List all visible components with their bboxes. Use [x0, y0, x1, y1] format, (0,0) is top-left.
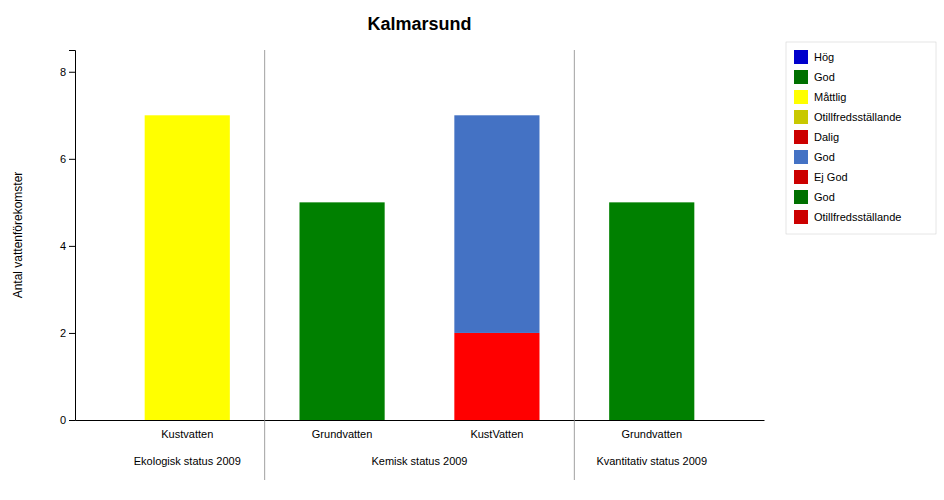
legend-label: Otillfredsställande	[814, 211, 901, 223]
x-tick-label: Grundvatten	[312, 428, 373, 440]
category-groups: Ekologisk status 2009 Kemisk status 2009 K…	[134, 50, 707, 480]
legend-swatch	[794, 150, 808, 164]
group-label: Kvantitativ status 2009	[596, 455, 707, 467]
legend-frame	[786, 42, 936, 234]
legend-item: God	[794, 70, 835, 84]
legend-label: God	[814, 71, 835, 83]
legend-swatch	[794, 130, 808, 144]
legend-label: Måttlig	[814, 91, 846, 103]
y-axis: 0 2 4 6 8	[60, 51, 76, 427]
y-tick: 8	[60, 66, 75, 78]
bar	[454, 115, 539, 333]
y-tick-label: 6	[60, 153, 66, 165]
x-axis-line	[76, 420, 765, 421]
legend-swatch	[794, 170, 808, 184]
legend-label: God	[814, 191, 835, 203]
y-tick: 6	[60, 153, 75, 165]
y-tick-mark	[69, 72, 75, 73]
legend-swatch	[794, 210, 808, 224]
group-divider	[574, 50, 575, 480]
y-axis-title: Antal vattenförekomster	[11, 172, 25, 299]
x-tick: Grundvatten	[312, 420, 373, 440]
x-tick: Kustvatten	[161, 420, 213, 440]
y-tick-mark	[69, 159, 75, 160]
bar	[300, 202, 385, 420]
y-tick: 0	[60, 414, 75, 426]
legend-label: God	[814, 151, 835, 163]
legend-item: Måttlig	[794, 90, 846, 104]
x-axis: Kustvatten Grundvatten KustVatten Grundvatt…	[76, 420, 765, 440]
y-axis-line	[69, 51, 76, 421]
y-tick-label: 4	[60, 240, 66, 252]
legend: Hög God Måttlig Otillfredsställande Dalig God…	[786, 42, 936, 234]
y-tick-mark	[69, 333, 75, 334]
plot: 0 2 4 6 8 Kustvatten Grundvatten KustVatten Grun…	[60, 50, 765, 480]
group-label: Kemisk status 2009	[372, 455, 468, 467]
legend-swatch	[794, 70, 808, 84]
x-tick: KustVatten	[470, 420, 523, 440]
y-tick-mark	[69, 246, 75, 247]
legend-label: Otillfredsställande	[814, 111, 901, 123]
bar	[454, 333, 539, 420]
legend-item: God	[794, 190, 835, 204]
legend-label: Hög	[814, 51, 834, 63]
y-tick: 4	[60, 240, 75, 252]
y-tick: 2	[60, 327, 75, 339]
legend-swatch	[794, 110, 808, 124]
chart: 0 2 4 6 8 Kustvatten Grundvatten KustVatten Grun…	[0, 0, 944, 500]
title: Kalmarsund	[367, 14, 471, 34]
legend-item: Dalig	[794, 130, 839, 144]
legend-label: Ej God	[814, 171, 848, 183]
y-tick-label: 2	[60, 327, 66, 339]
legend-item: Hög	[794, 50, 834, 64]
bar	[609, 202, 694, 420]
x-tick-label: KustVatten	[470, 428, 523, 440]
x-tick-label: Grundvatten	[621, 428, 682, 440]
y-tick-mark	[69, 420, 75, 421]
y-tick-label: 8	[60, 66, 66, 78]
bar	[145, 115, 230, 420]
legend-label: Dalig	[814, 131, 839, 143]
group-label: Ekologisk status 2009	[134, 455, 241, 467]
x-tick-label: Kustvatten	[161, 428, 213, 440]
legend-swatch	[794, 190, 808, 204]
bars	[145, 115, 695, 420]
legend-swatch	[794, 90, 808, 104]
x-tick: Grundvatten	[621, 420, 682, 440]
legend-item: Otillfredsställande	[794, 210, 901, 224]
group-divider	[264, 50, 265, 480]
legend-item: Ej God	[794, 170, 848, 184]
legend-item: God	[794, 150, 835, 164]
legend-swatch	[794, 50, 808, 64]
legend-item: Otillfredsställande	[794, 110, 901, 124]
y-tick-label: 0	[60, 414, 66, 426]
